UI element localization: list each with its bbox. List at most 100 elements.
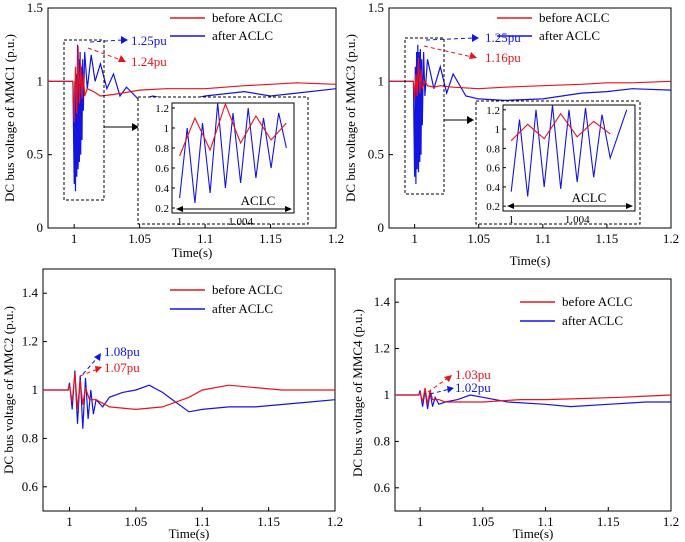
panel-mmc3-legend-before: before ACLC [539, 10, 609, 25]
panel-mmc1-peak-before-label: 1.24pu [131, 54, 167, 69]
x-tick-label: 1.1 [194, 514, 210, 529]
panel-mmc4-peak-after-arrowhead [447, 386, 454, 393]
y-tick-label: 1.5 [27, 0, 43, 15]
panel-mmc4-legend-after: after ACLC [562, 313, 623, 328]
panel-mmc4-legend-before: before ACLC [562, 294, 632, 309]
x-tick-label: 1.2 [327, 514, 343, 529]
panel-mmc3-inset-span-left [507, 203, 514, 209]
y-tick-label: 0 [378, 220, 385, 235]
y-tick-label: 1 [37, 73, 44, 88]
panel-mmc1-ylabel: DC bus voltage of MMC1 (p.u.) [2, 34, 17, 202]
inset-x-tick-label: 1.004 [228, 216, 253, 228]
panel-mmc1-zoom-box [63, 39, 105, 201]
panel-mmc2-peak-before-arrow [79, 368, 99, 377]
y-tick-label: 1 [384, 387, 391, 402]
panel-mmc4-plot: 1 1.05 1.1 1.15 1.2 0.6 0.8 1 1.2 1.4 [374, 294, 679, 529]
x-tick-label: 1 [71, 231, 78, 246]
panel-mmc2: 1 1.05 1.1 1.15 1.2 0.6 0.8 1 1.2 1.4 DC bus volt… [1, 268, 343, 541]
panel-mmc4-peak-before-arrowhead [444, 375, 452, 382]
panel-mmc3-peak-after-arrow [425, 37, 475, 41]
x-tick-label: 1.2 [663, 231, 679, 246]
x-tick-label: 1.1 [197, 231, 213, 246]
panel-mmc3-inset-label: ACLC [572, 190, 607, 205]
x-tick-label: 1.1 [537, 514, 553, 529]
x-tick-label: 1 [417, 514, 424, 529]
inset-y-tick-label: 0.4 [486, 182, 500, 194]
panel-mmc2-peak-before-label: 1.07pu [104, 360, 140, 375]
inset-y-tick-label: 0.8 [486, 143, 500, 155]
panel-mmc3-peak-before-label: 1.16pu [485, 50, 521, 65]
panel-mmc4-xlabel: Time(s) [513, 526, 554, 541]
inset-y-tick-label: 1 [164, 123, 170, 135]
inset-y-tick-label: 1.2 [486, 105, 500, 117]
x-tick-label: 1.15 [596, 231, 619, 246]
inset-y-tick-label: 0.8 [155, 143, 169, 155]
y-tick-label: 0.8 [374, 433, 390, 448]
x-tick-label: 1.05 [471, 514, 494, 529]
panel-mmc1-peak-after-arrow [89, 39, 124, 43]
y-tick-label: 1.4 [22, 285, 39, 300]
y-tick-label: 0.6 [22, 479, 39, 494]
inset-y-tick-label: 0.2 [486, 201, 500, 213]
panel-mmc3-zoom-box [404, 37, 445, 195]
inset-y-tick-label: 0.6 [155, 163, 169, 175]
series-line-after-aclc [395, 390, 671, 409]
panel-mmc1-xlabel: Time(s) [172, 245, 213, 260]
y-tick-label: 0.6 [374, 480, 391, 495]
inset-series-line-after-aclc [510, 104, 628, 197]
y-tick-label: 1 [378, 73, 385, 88]
panel-mmc1-inset-plot: 0.2 0.4 0.6 0.8 1 1.2 1 1.004 [155, 102, 287, 228]
panel-mmc1-inset-label: ACLC [241, 193, 276, 208]
panel-mmc2-peak-after-arrowhead [94, 353, 101, 361]
x-tick-label: 1.05 [128, 231, 151, 246]
x-tick-label: 1.2 [663, 514, 679, 529]
panel-mmc4-peak-after-arrow [429, 388, 451, 395]
panel-mmc3-peak-after-label: 1.25pu [485, 30, 521, 45]
panel-mmc2-xlabel: Time(s) [169, 526, 210, 541]
panel-mmc4-frame [394, 278, 672, 512]
y-tick-label: 0.5 [368, 147, 384, 162]
y-tick-label: 1.4 [374, 294, 391, 309]
panel-mmc3-frame [388, 7, 672, 229]
panel-mmc3-legend-after: after ACLC [539, 28, 600, 43]
panel-mmc4-ylabel: DC bus voltage of MMC4 (p.u.) [350, 309, 365, 477]
y-tick-label: 1 [32, 382, 39, 397]
y-tick-label: 0 [37, 220, 44, 235]
series-line-before-aclc [48, 46, 337, 123]
panel-mmc1-inset-frame [171, 102, 295, 214]
panel-mmc1-plot: 1 1.05 1.1 1.15 1.2 0 0.5 1 1.5 [27, 0, 344, 246]
panel-mmc3-plot: 1 1.05 1.1 1.15 1.2 0 0.5 1 1.5 [368, 0, 679, 246]
y-tick-label: 1.5 [368, 0, 384, 15]
panel-mmc4-peak-after-label: 1.02pu [455, 380, 491, 395]
series-line-before-aclc [389, 57, 672, 99]
panel-mmc3-ylabel: DC bus voltage of MMC3 (p.u.) [343, 34, 358, 202]
panel-mmc3: 1 1.05 1.1 1.15 1.2 0 0.5 1 1.5 DC bus voltage o… [343, 0, 679, 268]
panel-mmc3-zoom-arrowhead [467, 116, 474, 124]
y-tick-label: 0.5 [27, 147, 43, 162]
panel-mmc3-peak-before-arrowhead [469, 52, 477, 59]
x-tick-label: 1.1 [535, 231, 551, 246]
x-tick-label: 1.2 [328, 231, 344, 246]
panel-mmc4-peak-before-label: 1.03pu [455, 367, 491, 382]
panel-mmc1-zoom-arrowhead [132, 123, 139, 131]
panel-mmc1-inset-span-left [176, 206, 183, 212]
inset-y-tick-label: 0.4 [155, 183, 169, 195]
panel-mmc2-peak-after-label: 1.08pu [104, 344, 140, 359]
inset-y-tick-label: 1.2 [155, 103, 169, 115]
panel-mmc1-peak-before-arrowhead [118, 55, 126, 62]
panel-mmc3-xlabel: Time(s) [510, 253, 551, 268]
panel-mmc1: 1 1.05 1.1 1.15 1.2 0 0.5 1 1.5 DC bus voltage o… [2, 0, 344, 260]
panel-mmc1-peak-after-label: 1.25pu [131, 33, 167, 48]
series-line-before-aclc [395, 387, 672, 405]
x-tick-label: 1.05 [125, 514, 148, 529]
panel-mmc1-inset-span-right [285, 206, 292, 212]
x-tick-label: 1 [411, 231, 418, 246]
x-tick-label: 1.05 [467, 231, 490, 246]
panel-mmc1-legend-before: before ACLC [212, 10, 282, 25]
inset-series-line-after-aclc [179, 102, 287, 204]
inset-y-tick-label: 1 [495, 124, 501, 136]
inset-x-tick-label: 1.004 [565, 214, 590, 226]
x-tick-label: 1.15 [257, 514, 280, 529]
panel-mmc3-inset-span-right [626, 203, 633, 209]
